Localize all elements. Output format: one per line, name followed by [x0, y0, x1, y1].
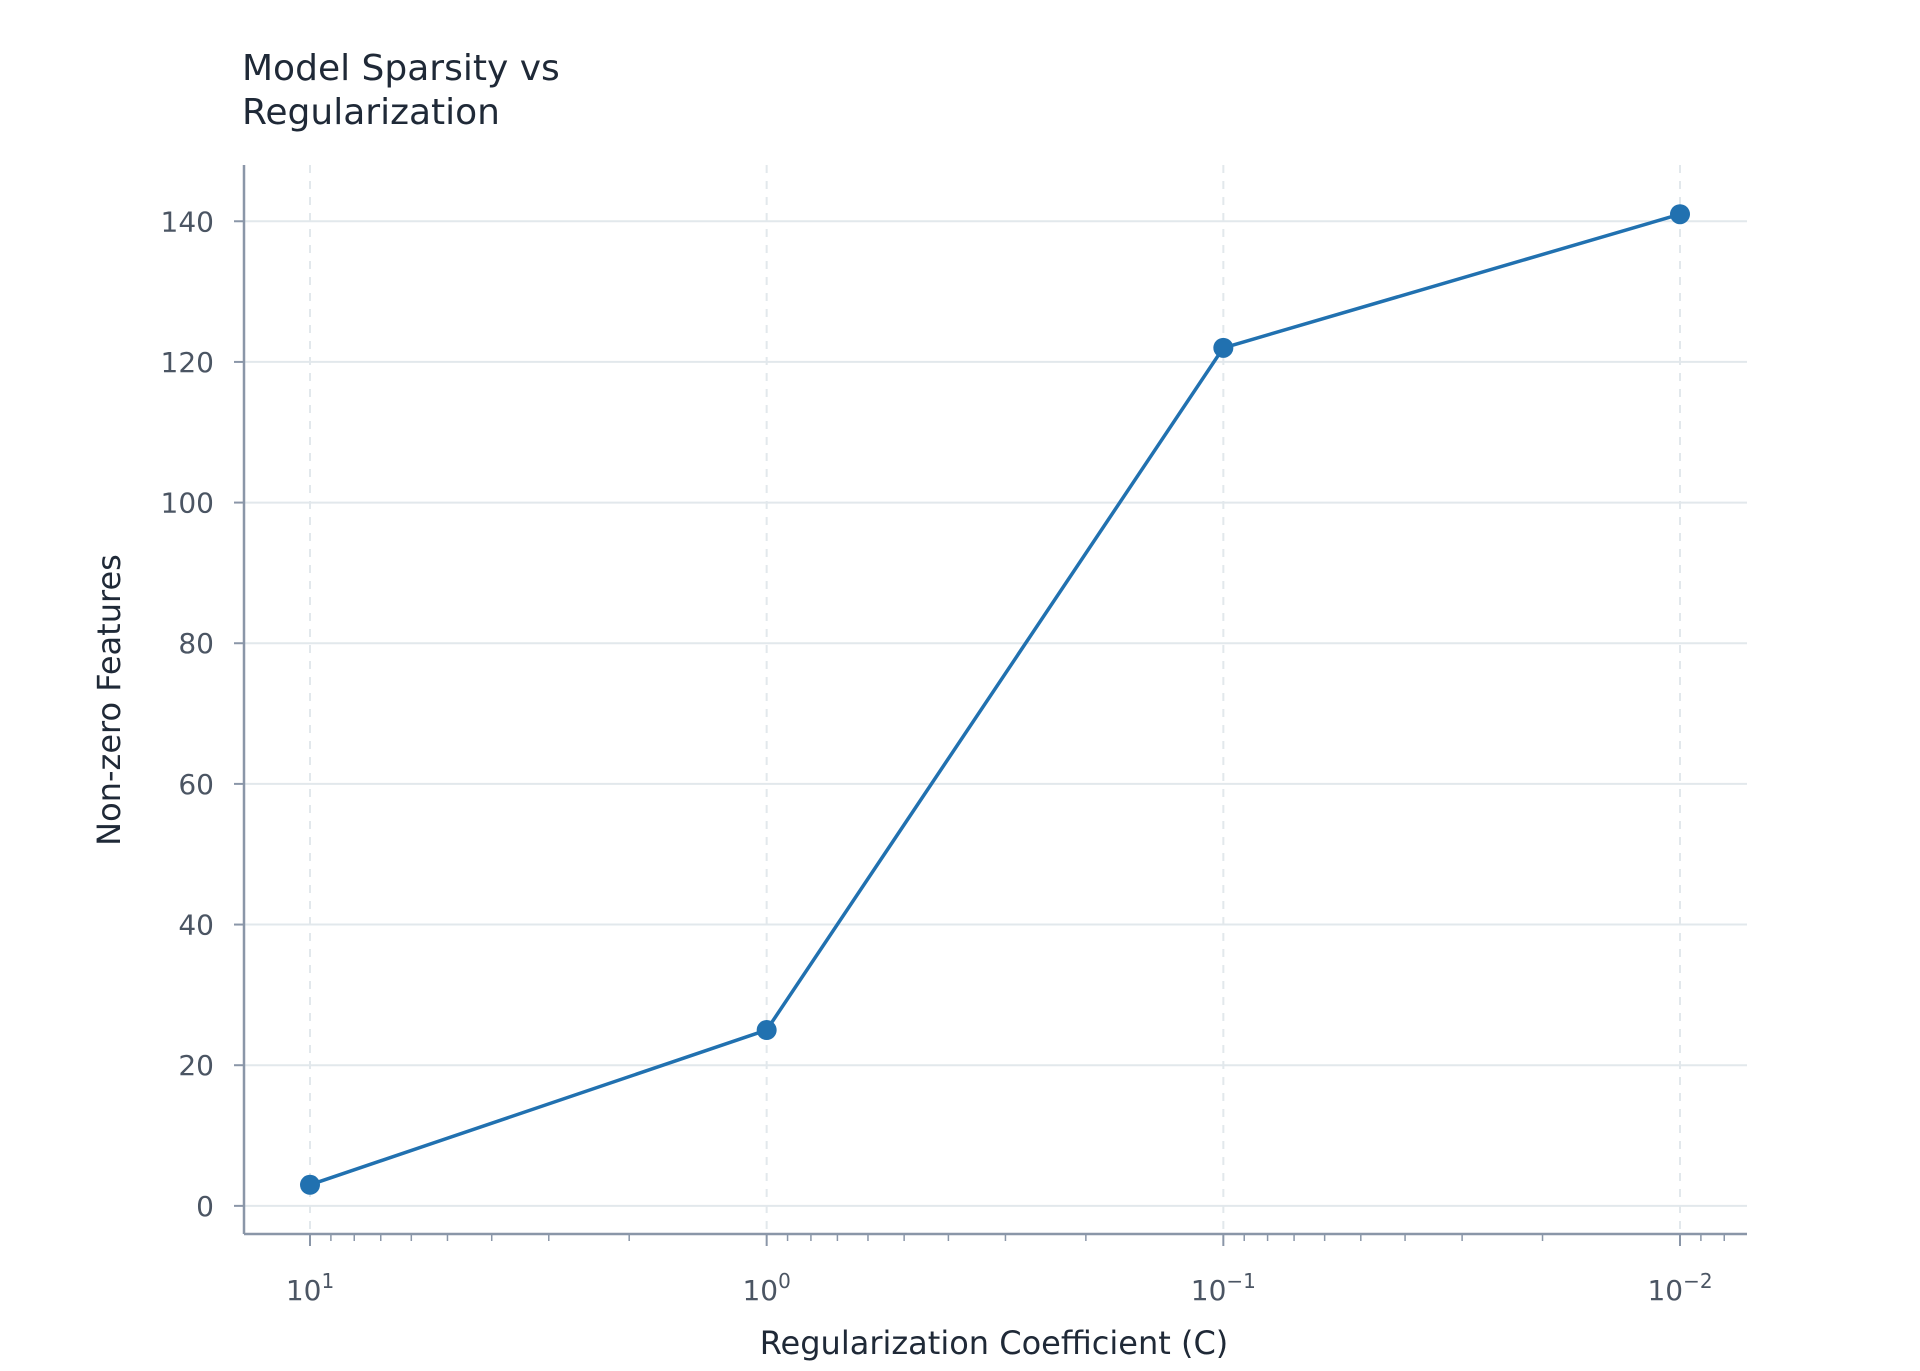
axes: [234, 165, 1747, 1246]
y-axis-label: Non-zero Features: [90, 554, 128, 846]
y-tick-label: 60: [178, 768, 214, 801]
x-axis-label: Regularization Coefficient (C): [760, 1324, 1229, 1362]
series: [300, 204, 1690, 1195]
y-tick-label: 140: [161, 205, 214, 238]
grid: [244, 165, 1747, 1234]
x-tick-label: 10−2: [1647, 1269, 1712, 1307]
tick-labels: 0 20 40 60 80 100 120 140 101 100 10−1 10−2: [161, 205, 1713, 1307]
data-point: [756, 1020, 777, 1041]
x-tick-label: 101: [286, 1269, 334, 1307]
chart-title-line-1: Model Sparsity vs: [242, 48, 560, 89]
y-tick-label: 40: [178, 909, 214, 942]
y-tick-label: 80: [178, 627, 214, 660]
data-point: [1670, 204, 1690, 225]
y-tick-label: 0: [196, 1190, 214, 1223]
x-tick-label: 100: [742, 1269, 790, 1307]
y-tick-label: 20: [178, 1049, 214, 1082]
y-tick-label: 100: [161, 487, 214, 520]
data-point: [300, 1174, 320, 1195]
series-line: [309, 212, 1681, 1187]
data-point: [1213, 337, 1234, 358]
y-tick-label: 120: [161, 346, 214, 379]
chart-title-line-2: Regularization: [242, 92, 500, 133]
x-tick-label: 10−1: [1191, 1269, 1256, 1307]
